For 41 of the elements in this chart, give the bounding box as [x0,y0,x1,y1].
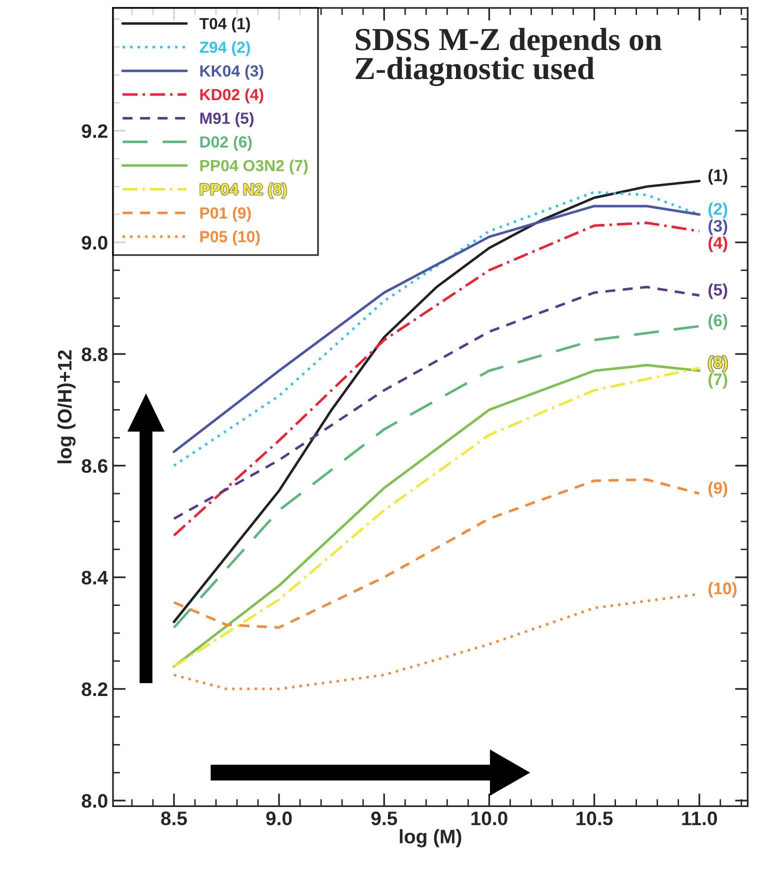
annotation: (4) [708,236,728,252]
x-axis-title: log (M) [400,829,462,848]
legend-label: PP04 O3N2 (7) [200,160,308,174]
legend-label: P05 (10) [200,230,260,246]
line-series [172,180,701,624]
legend-label: KD02 (4) [200,88,264,104]
y-tick-label: 9.2 [82,124,108,138]
y-tick-label: 9.0 [82,236,108,250]
legend-label: P01 (9) [200,206,251,222]
annotation: (5) [708,283,728,300]
line-series [172,478,701,629]
y-tick-label: 8.2 [82,682,108,696]
legend-label: KK04 (3) [200,64,264,80]
x-tick-label: 9.0 [266,812,292,826]
annotation: (10) [708,582,736,598]
x-tick-label: 11.0 [682,812,717,826]
legend-label: Z94 (2) [200,41,250,56]
annotation: (8) [708,356,728,372]
legend-label: PP04 N2 (8) [200,183,286,198]
legend-label: T04 (1) [199,18,250,32]
line-series [172,286,701,520]
annotation: (9) [708,482,728,498]
line-series [172,324,701,629]
x-tick-label: 10.5 [576,812,613,826]
y-tick-label: 8.8 [82,347,108,362]
annotation: (1) [708,169,728,185]
legend-label: M91 (5) [200,112,254,128]
annotation: SDSS M-Z depends on Z-diagnostic used [356,28,662,86]
annotation: (3) [708,220,728,236]
annotation: (2) [708,202,728,218]
annotation: (6) [708,314,728,330]
x-tick-label: 9.5 [371,812,398,826]
y-tick-label: 8.6 [82,459,108,473]
y-axis-title: log (O/H)+12 [57,350,76,464]
y-tick-label: 8.0 [82,794,108,808]
y-tick-label: 8.4 [82,570,108,585]
annotation: (7) [708,373,728,389]
line-series [172,222,701,537]
x-tick-label: 10.0 [471,812,508,826]
x-tick-label: 8.5 [161,812,187,826]
legend-label: D02 (6) [200,136,252,151]
